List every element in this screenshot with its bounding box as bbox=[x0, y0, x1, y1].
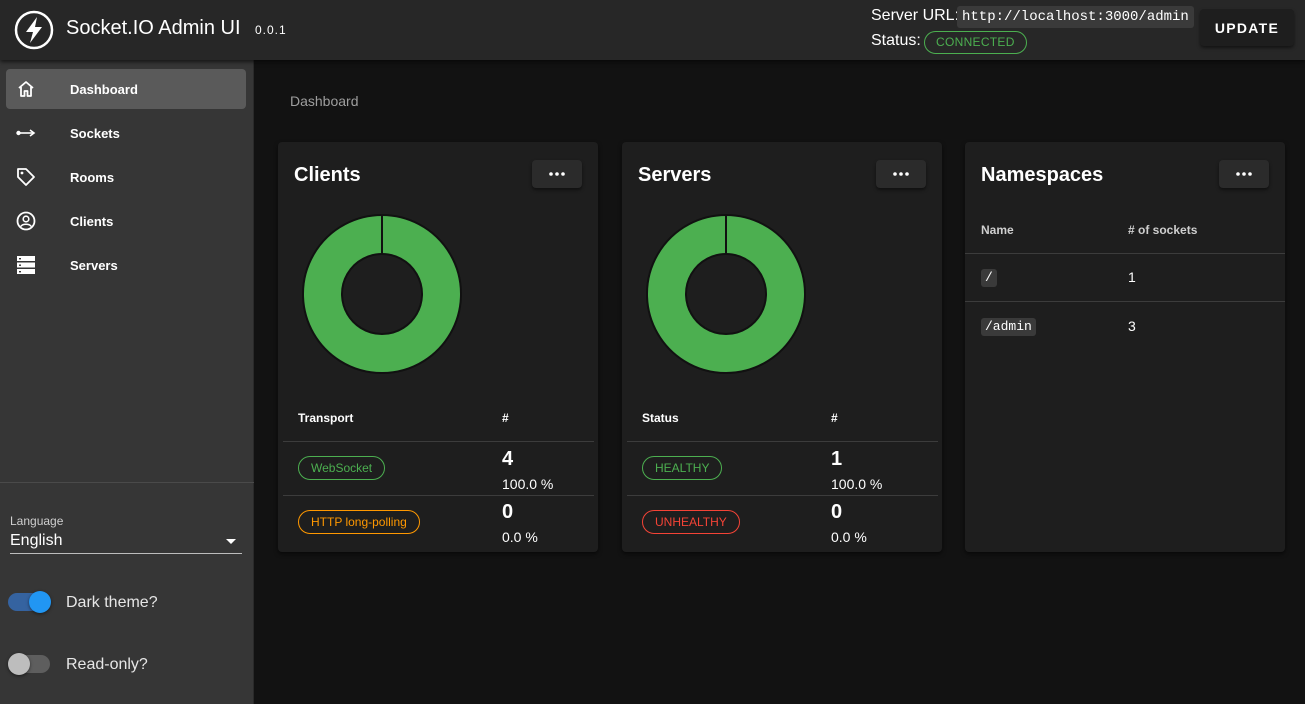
dark-theme-label: Dark theme? bbox=[66, 594, 158, 611]
account-circle-icon bbox=[16, 211, 36, 231]
socket-arrow-icon bbox=[16, 129, 36, 137]
name-column-header: Name bbox=[981, 223, 1014, 237]
sidebar-item-label: Sockets bbox=[70, 126, 120, 141]
status-label: Status: bbox=[871, 32, 921, 49]
servers-card-title: Servers bbox=[638, 164, 712, 186]
language-select[interactable]: English bbox=[10, 530, 242, 554]
app-bar: Socket.IO Admin UI 0.0.1 Server URL: htt… bbox=[0, 0, 1305, 60]
sidebar: Dashboard Sockets Rooms Clients bbox=[0, 60, 254, 704]
dark-theme-toggle[interactable] bbox=[8, 591, 51, 613]
servers-card: Servers Status # HEALTHY 1 100.0 % UNHEA… bbox=[622, 142, 942, 552]
socketio-logo-icon bbox=[14, 10, 54, 50]
tag-icon bbox=[17, 168, 35, 186]
breadcrumb: Dashboard bbox=[290, 93, 359, 109]
unhealthy-count: 0 bbox=[831, 501, 843, 523]
healthy-percent: 100.0 % bbox=[831, 476, 883, 492]
unhealthy-status-chip: UNHEALTHY bbox=[642, 510, 740, 534]
servers-donut-chart bbox=[646, 214, 806, 374]
status-column-header: Status bbox=[642, 411, 679, 425]
more-horizontal-icon bbox=[893, 172, 909, 176]
language-label: Language bbox=[10, 514, 64, 528]
namespaces-card-title: Namespaces bbox=[981, 164, 1104, 186]
clients-card-title: Clients bbox=[294, 164, 361, 186]
sidebar-item-clients[interactable]: Clients bbox=[6, 201, 246, 241]
websocket-transport-chip: WebSocket bbox=[298, 456, 386, 480]
sidebar-item-label: Dashboard bbox=[70, 82, 138, 97]
servers-more-button[interactable] bbox=[876, 160, 926, 188]
websocket-percent: 100.0 % bbox=[502, 476, 554, 492]
sidebar-divider bbox=[0, 482, 254, 483]
table-divider bbox=[627, 441, 938, 442]
server-url-value: http://localhost:3000/admin bbox=[957, 6, 1194, 28]
namespaces-more-button[interactable] bbox=[1219, 160, 1269, 188]
count-column-header: # bbox=[502, 411, 509, 425]
table-divider bbox=[965, 253, 1285, 254]
namespace-name: / bbox=[981, 269, 997, 287]
sidebar-item-label: Servers bbox=[70, 258, 118, 273]
healthy-count: 1 bbox=[831, 448, 843, 470]
table-divider bbox=[965, 301, 1285, 302]
healthy-status-chip: HEALTHY bbox=[642, 456, 723, 480]
sidebar-item-label: Rooms bbox=[70, 170, 115, 185]
language-value: English bbox=[10, 532, 63, 549]
clients-more-button[interactable] bbox=[532, 160, 582, 188]
polling-count: 0 bbox=[502, 501, 514, 523]
server-url-label: Server URL: bbox=[871, 7, 960, 24]
app-version: 0.0.1 bbox=[255, 23, 287, 37]
namespaces-card: Namespaces Name # of sockets / 1 /admin … bbox=[965, 142, 1285, 552]
caret-down-icon bbox=[226, 539, 236, 544]
polling-percent: 0.0 % bbox=[502, 529, 538, 545]
toggle-thumb bbox=[8, 653, 30, 675]
sidebar-item-dashboard[interactable]: Dashboard bbox=[6, 69, 246, 109]
count-column-header: # bbox=[831, 411, 838, 425]
table-divider bbox=[283, 441, 594, 442]
table-divider bbox=[627, 495, 938, 496]
home-icon bbox=[18, 81, 34, 97]
transport-column-header: Transport bbox=[298, 411, 354, 425]
clients-donut-chart bbox=[302, 214, 462, 374]
update-button[interactable]: UPDATE bbox=[1200, 9, 1294, 46]
unhealthy-percent: 0.0 % bbox=[831, 529, 867, 545]
sockets-column-header: # of sockets bbox=[1128, 223, 1198, 237]
more-horizontal-icon bbox=[1236, 172, 1252, 176]
namespace-socket-count: 1 bbox=[1128, 269, 1136, 285]
connection-status-badge: CONNECTED bbox=[924, 31, 1027, 54]
polling-transport-chip: HTTP long-polling bbox=[298, 510, 420, 534]
table-divider bbox=[283, 495, 594, 496]
donut-slice-healthy[interactable] bbox=[646, 214, 806, 374]
toggle-thumb bbox=[29, 591, 51, 613]
read-only-toggle[interactable] bbox=[8, 653, 50, 675]
namespace-socket-count: 3 bbox=[1128, 318, 1136, 334]
namespace-name: /admin bbox=[981, 318, 1036, 336]
server-icon bbox=[17, 256, 35, 274]
sidebar-item-servers[interactable]: Servers bbox=[6, 245, 246, 285]
read-only-label: Read-only? bbox=[66, 656, 148, 673]
more-horizontal-icon bbox=[549, 172, 565, 176]
donut-slice-websocket[interactable] bbox=[302, 214, 462, 374]
clients-card: Clients Transport # WebSocket 4 100.0 % … bbox=[278, 142, 598, 552]
app-title: Socket.IO Admin UI bbox=[66, 17, 241, 39]
sidebar-item-sockets[interactable]: Sockets bbox=[6, 113, 246, 153]
sidebar-item-label: Clients bbox=[70, 214, 114, 229]
sidebar-item-rooms[interactable]: Rooms bbox=[6, 157, 246, 197]
websocket-count: 4 bbox=[502, 448, 514, 470]
